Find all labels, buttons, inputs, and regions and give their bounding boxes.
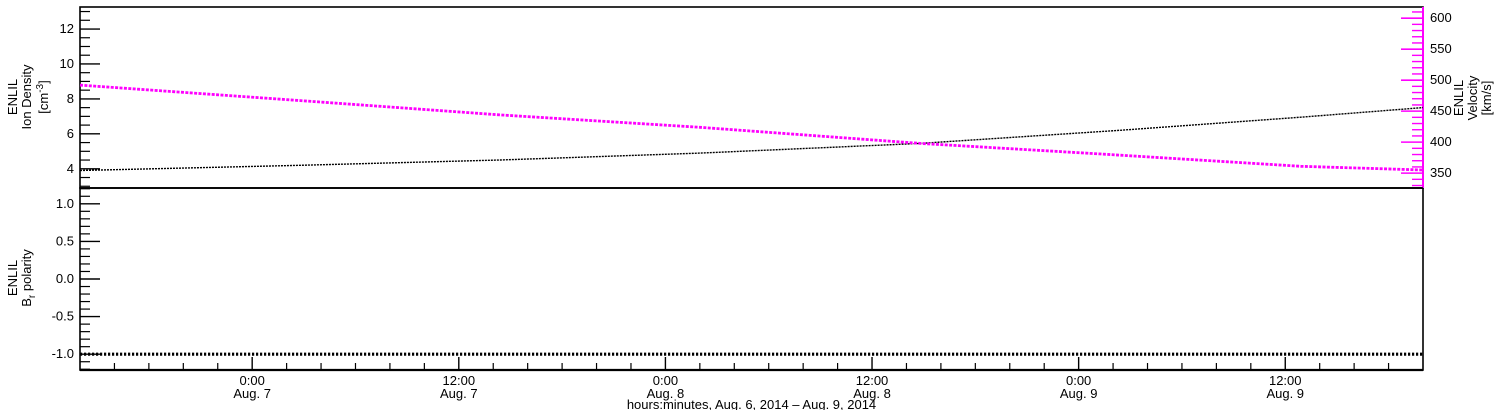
- velocity-axis-title-line2: Velocity: [1465, 75, 1480, 120]
- density-tick-label: 10: [60, 56, 74, 71]
- series-velocity: [79, 83, 1424, 172]
- polarity-tick-label: 0.0: [56, 271, 74, 286]
- x-tick-date-label: Aug. 9: [1060, 386, 1098, 401]
- velocity-tick-label: 350: [1430, 165, 1452, 180]
- x-tick-time-label: 12:00: [443, 373, 476, 388]
- velocity-tick-label: 550: [1430, 41, 1452, 56]
- density-tick-label: 12: [60, 21, 74, 36]
- polarity-tick-label: 1.0: [56, 196, 74, 211]
- polarity-axis-title-line1: ENLIL: [5, 260, 20, 296]
- bottom-panel-frame: [79, 187, 1424, 371]
- axes-group: [79, 6, 1424, 372]
- velocity-axis-title-line1: ENLIL: [1451, 80, 1466, 116]
- labels-group: 4 6 8 10 12 350 400 450 500 550 600 1.0 0.5 0.0 -0.5 -1…: [5, 10, 1494, 412]
- x-tick-date-label: Aug. 7: [233, 386, 271, 401]
- x-tick-date-label: Aug. 8: [647, 386, 685, 401]
- density-axis-title-line3: [cm-3​]: [35, 80, 51, 113]
- density-tick-label: 6: [67, 126, 74, 141]
- series-ion-density: [79, 106, 1424, 172]
- polarity-axis-title-line2: Br​ polarity: [19, 249, 38, 307]
- x-tick-date-label: Aug. 8: [853, 386, 891, 401]
- velocity-tick-label: 400: [1430, 134, 1452, 149]
- polarity-tick-label: -0.5: [52, 309, 74, 324]
- density-axis-title-line1: ENLIL: [5, 79, 20, 115]
- velocity-tick-label: 500: [1430, 72, 1452, 87]
- density-tick-label: 4: [67, 161, 74, 176]
- x-tick-date-label: Aug. 7: [440, 386, 478, 401]
- x-tick-time-label: 12:00: [1269, 373, 1302, 388]
- velocity-tick-label: 450: [1430, 103, 1452, 118]
- x-tick-time-label: 0:00: [1066, 373, 1091, 388]
- x-tick-time-label: 12:00: [856, 373, 889, 388]
- x-tick-date-label: Aug. 9: [1266, 386, 1304, 401]
- x-tick-time-label: 0:00: [240, 373, 265, 388]
- x-axis-title: hours:minutes, Aug. 6, 2014 – Aug. 9, 20…: [627, 397, 876, 410]
- series-group: [79, 83, 1424, 356]
- polarity-tick-label: 0.5: [56, 233, 74, 248]
- polarity-tick-label: -1.0: [52, 346, 74, 361]
- velocity-axis-title-line3: [km/s]: [1479, 81, 1494, 116]
- x-tick-time-label: 0:00: [653, 373, 678, 388]
- density-tick-label: 8: [67, 91, 74, 106]
- density-axis-title-line2: Ion Density: [19, 64, 34, 130]
- velocity-tick-label: 600: [1430, 10, 1452, 25]
